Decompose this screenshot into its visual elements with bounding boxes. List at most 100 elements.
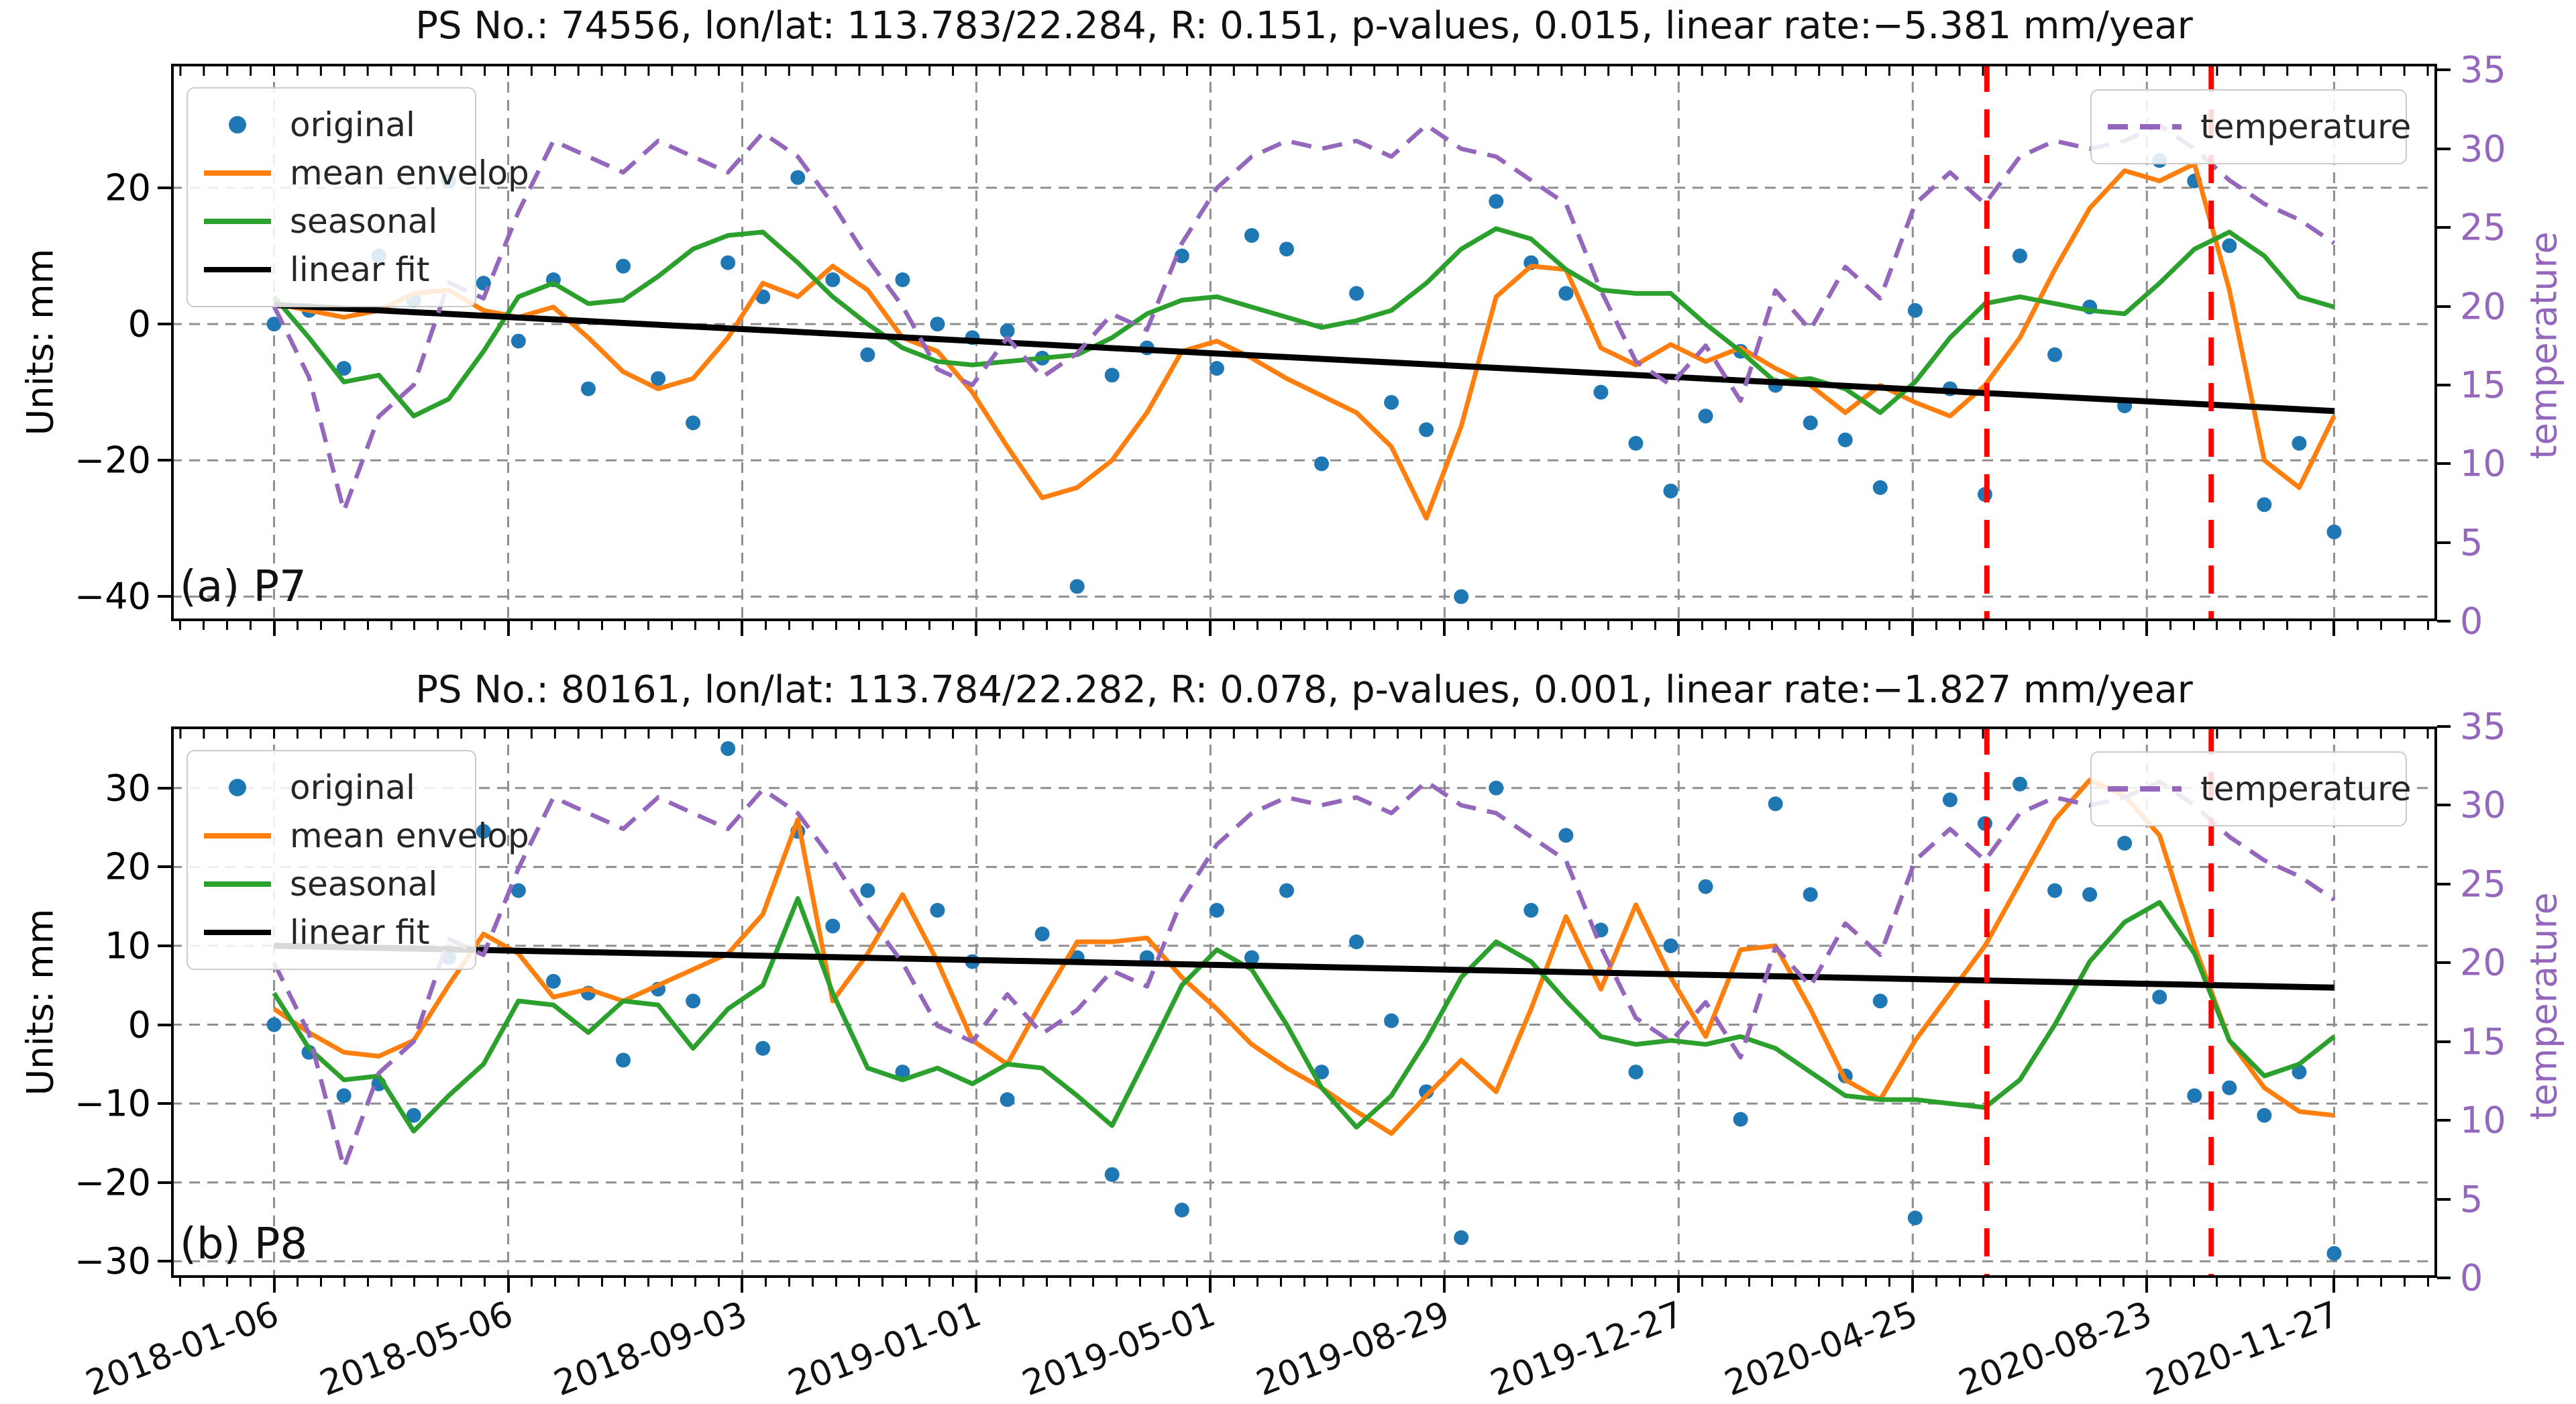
y-tick-mark <box>158 186 171 189</box>
original-point <box>1558 828 1574 843</box>
right-tick-label: 10 <box>2460 1099 2506 1142</box>
original-point <box>2292 435 2307 451</box>
mean-envelop-line-icon <box>204 170 271 176</box>
bottom-minor-tick <box>694 1278 697 1287</box>
right-tick-mark <box>2437 147 2451 150</box>
bottom-major-tick <box>1911 1278 1915 1293</box>
bottom-minor-tick <box>343 1278 345 1287</box>
right-tick-mark <box>2437 1040 2451 1043</box>
bottom-minor-tick <box>2076 621 2078 630</box>
bottom-minor-tick <box>1935 621 1937 630</box>
temperature-dash-icon <box>2108 786 2182 792</box>
original-point <box>1942 792 1957 808</box>
original-point <box>580 381 596 396</box>
panel-b-ylabel: Units: mm <box>19 908 62 1096</box>
bottom-minor-tick <box>2216 621 2218 630</box>
legend-item-linear-fit: linear fit <box>204 246 459 294</box>
original-point <box>1907 1210 1923 1226</box>
bottom-minor-tick <box>788 1278 790 1287</box>
right-tick-mark <box>2437 68 2451 72</box>
y-tick-label: −20 <box>74 1161 151 1204</box>
bottom-minor-tick <box>1186 621 1189 630</box>
bottom-minor-tick <box>460 1278 463 1287</box>
right-tick-label: 20 <box>2460 285 2506 327</box>
right-tick-mark <box>2437 1277 2451 1279</box>
bottom-major-tick <box>1677 621 1680 636</box>
right-tick-label: 35 <box>2460 48 2506 91</box>
right-tick-label: 30 <box>2460 127 2506 170</box>
bottom-minor-tick <box>1373 1278 1376 1287</box>
original-point <box>1489 194 1504 209</box>
original-point <box>1384 1013 1399 1028</box>
seasonal-line <box>272 896 2336 1134</box>
bottom-minor-tick <box>296 1278 299 1287</box>
bottom-major-tick <box>272 621 276 636</box>
panel-a-title: PS No.: 74556, lon/lat: 113.783/22.284, … <box>415 4 2193 48</box>
original-point <box>1314 1065 1330 1080</box>
right-tick-mark <box>2437 305 2451 308</box>
bottom-minor-tick <box>2192 1278 2195 1287</box>
bottom-major-tick <box>1209 1278 1212 1293</box>
original-point <box>2257 497 2272 512</box>
bottom-minor-tick <box>366 1278 369 1287</box>
bottom-major-tick <box>1911 621 1915 636</box>
bottom-minor-tick <box>835 621 837 630</box>
bottom-minor-tick <box>811 621 814 630</box>
original-point <box>2222 238 2237 254</box>
bottom-minor-tick <box>2122 1278 2125 1287</box>
axes-spines <box>171 726 2437 1278</box>
right-tick-label: 0 <box>2460 1256 2483 1299</box>
y-tick-label: −40 <box>74 575 151 618</box>
bottom-minor-tick <box>718 1278 720 1287</box>
y-tick-label: −20 <box>74 439 151 482</box>
chart-a-svg <box>171 64 2437 621</box>
bottom-minor-tick <box>1560 621 1563 630</box>
bottom-minor-tick <box>2052 1278 2055 1287</box>
y-tick-mark <box>158 786 171 790</box>
bottom-minor-tick <box>366 621 369 630</box>
bottom-minor-tick <box>2076 1278 2078 1287</box>
bottom-minor-tick <box>2310 621 2312 630</box>
bottom-minor-tick <box>2403 1278 2406 1287</box>
bottom-major-tick <box>272 1278 276 1293</box>
bottom-minor-tick <box>250 621 252 630</box>
bottom-minor-tick <box>1701 621 1703 630</box>
bottom-minor-tick <box>952 621 955 630</box>
bottom-minor-tick <box>2169 1278 2171 1287</box>
bottom-minor-tick <box>718 621 720 630</box>
y-tick-mark <box>158 459 171 462</box>
bottom-minor-tick <box>2286 1278 2289 1287</box>
seasonal-line <box>272 226 2335 419</box>
bottom-minor-tick <box>1232 1278 1235 1287</box>
mean-envelop-line <box>272 777 2334 1136</box>
bottom-minor-tick <box>1466 621 1469 630</box>
original-point <box>1663 483 1678 498</box>
bottom-minor-tick <box>1888 621 1890 630</box>
temperature-line <box>272 123 2336 513</box>
bottom-minor-tick <box>1490 1278 1493 1287</box>
right-tick-mark <box>2437 961 2451 965</box>
original-dot-icon <box>204 779 271 796</box>
legend-label: linear fit <box>290 250 430 289</box>
right-tick-mark <box>2437 1197 2451 1201</box>
legend-label: mean envelop <box>290 154 529 193</box>
bottom-minor-tick <box>1654 1278 1656 1287</box>
y-tick-mark <box>158 1181 171 1184</box>
bottom-major-tick <box>506 1278 510 1293</box>
x-tick-label: 2018-09-03 <box>549 1294 753 1404</box>
original-point <box>1663 938 1678 953</box>
x-tick-label: 2019-01-01 <box>783 1294 987 1404</box>
bottom-minor-tick <box>1326 1278 1329 1287</box>
bottom-minor-tick <box>2379 621 2382 630</box>
bottom-minor-tick <box>203 621 205 630</box>
original-point <box>2012 776 2028 792</box>
right-tick-label: 35 <box>2460 705 2506 748</box>
original-point <box>1523 903 1539 918</box>
panel-a-label: (a) P7 <box>180 562 307 612</box>
original-point <box>1454 589 1469 604</box>
bottom-minor-tick <box>1373 621 1376 630</box>
original-point <box>1174 248 1189 264</box>
original-point <box>720 741 736 756</box>
bottom-minor-tick <box>226 621 229 630</box>
legend-item-seasonal: seasonal <box>204 860 459 908</box>
